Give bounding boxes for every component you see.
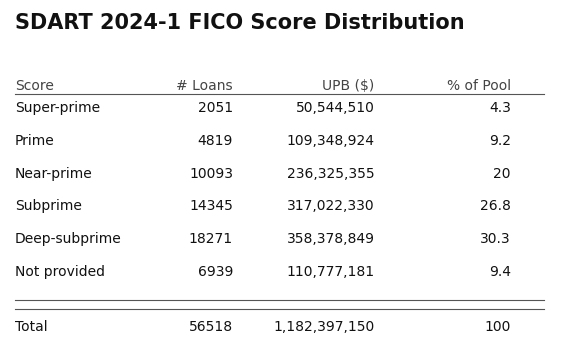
- Text: SDART 2024-1 FICO Score Distribution: SDART 2024-1 FICO Score Distribution: [15, 13, 465, 33]
- Text: 6939: 6939: [198, 265, 233, 279]
- Text: 56518: 56518: [189, 319, 233, 334]
- Text: 109,348,924: 109,348,924: [287, 134, 374, 148]
- Text: 20: 20: [494, 167, 511, 181]
- Text: 110,777,181: 110,777,181: [287, 265, 374, 279]
- Text: 9.2: 9.2: [489, 134, 511, 148]
- Text: 2051: 2051: [198, 101, 233, 116]
- Text: 1,182,397,150: 1,182,397,150: [274, 319, 374, 334]
- Text: Not provided: Not provided: [15, 265, 105, 279]
- Text: 4819: 4819: [198, 134, 233, 148]
- Text: 100: 100: [484, 319, 511, 334]
- Text: Subprime: Subprime: [15, 199, 82, 213]
- Text: Near-prime: Near-prime: [15, 167, 93, 181]
- Text: # Loans: # Loans: [177, 79, 233, 93]
- Text: % of Pool: % of Pool: [447, 79, 511, 93]
- Text: 14345: 14345: [189, 199, 233, 213]
- Text: Total: Total: [15, 319, 48, 334]
- Text: 30.3: 30.3: [481, 232, 511, 246]
- Text: 317,022,330: 317,022,330: [287, 199, 374, 213]
- Text: 10093: 10093: [189, 167, 233, 181]
- Text: 18271: 18271: [189, 232, 233, 246]
- Text: 358,378,849: 358,378,849: [287, 232, 374, 246]
- Text: Prime: Prime: [15, 134, 55, 148]
- Text: 4.3: 4.3: [489, 101, 511, 116]
- Text: Score: Score: [15, 79, 54, 93]
- Text: 50,544,510: 50,544,510: [296, 101, 374, 116]
- Text: Deep-subprime: Deep-subprime: [15, 232, 122, 246]
- Text: Super-prime: Super-prime: [15, 101, 100, 116]
- Text: 26.8: 26.8: [480, 199, 511, 213]
- Text: UPB ($): UPB ($): [323, 79, 374, 93]
- Text: 236,325,355: 236,325,355: [287, 167, 374, 181]
- Text: 9.4: 9.4: [489, 265, 511, 279]
